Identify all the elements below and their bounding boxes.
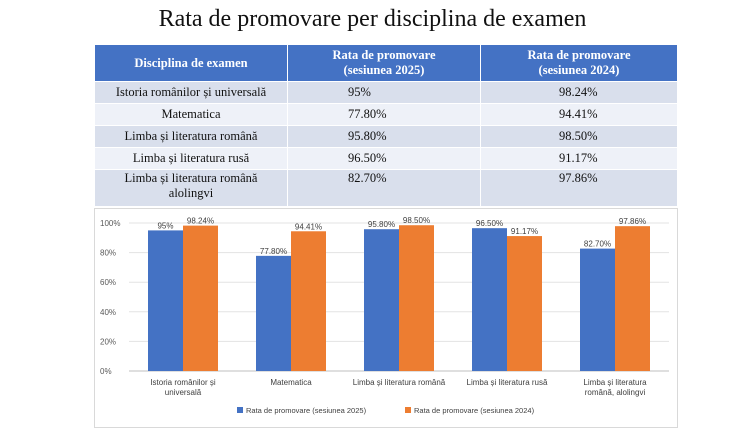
pass-rate-table: Disciplina de examen Rata de promovare (… [94, 44, 678, 207]
data-label: 82.70% [584, 240, 611, 249]
cell-rate-2024: 97.86% [480, 169, 678, 207]
table-row: Limba și literatura română 95.80% 98.50% [94, 125, 678, 148]
data-label: 95% [157, 221, 173, 230]
bar-chart: 0% 20% 40% 60% 80% 100% 95% 98.24% Istoria român… [94, 208, 678, 428]
cell-rate-2024: 98.50% [480, 125, 678, 148]
cell-discipline: Limba și literatura română alolingvi [94, 169, 288, 207]
cell-rate-2025: 95% [287, 81, 481, 104]
x-tick-label: română, alolingvi [585, 388, 646, 397]
data-label: 77.80% [260, 247, 287, 256]
y-tick-label: 40% [100, 308, 116, 317]
discipline-line: Matematica [161, 107, 221, 121]
bar [472, 228, 507, 371]
header-discipline: Disciplina de examen [94, 44, 288, 82]
y-tick-label: 20% [100, 337, 116, 346]
x-tick-label: Matematica [270, 378, 312, 387]
data-label: 98.50% [403, 216, 430, 225]
table-row: Limba și literatura română alolingvi 82.… [94, 169, 678, 207]
y-tick-label: 60% [100, 278, 116, 287]
cell-discipline: Matematica [94, 103, 288, 126]
header-line: Rata de promovare [332, 48, 436, 62]
bar [148, 230, 183, 371]
page-title: Rata de promovare per disciplina de exam… [158, 6, 587, 32]
bar [580, 248, 615, 371]
header-line: (sesiunea 2024) [538, 63, 620, 77]
data-label: 95.80% [368, 220, 395, 229]
bar [364, 229, 399, 371]
header-line: Disciplina de examen [134, 55, 248, 70]
cell-rate-2024: 91.17% [480, 147, 678, 170]
cell-discipline: Istoria românilor și universală [94, 81, 288, 104]
header-line: Rata de promovare [527, 48, 631, 62]
legend-swatch [237, 407, 243, 413]
legend-label: Rata de promovare (sesiunea 2024) [414, 406, 535, 415]
table-row: Istoria românilor și universală 95% 98.2… [94, 81, 678, 104]
cell-rate-2025: 95.80% [287, 125, 481, 148]
x-tick-label: Limba și literatura rusă [467, 378, 548, 387]
bar [291, 231, 326, 371]
x-tick-label: universală [165, 388, 202, 397]
data-label: 94.41% [295, 222, 322, 231]
data-label: 97.86% [619, 217, 646, 226]
cell-rate-2025: 96.50% [287, 147, 481, 170]
data-label: 91.17% [511, 227, 538, 236]
x-tick-label: Limba și literatura română [353, 378, 446, 387]
bar-chart-svg: 0% 20% 40% 60% 80% 100% 95% 98.24% Istoria român… [100, 216, 669, 415]
x-tick-label: Istoria românilor și [150, 378, 216, 387]
discipline-line: Istoria românilor și universală [115, 85, 267, 99]
legend-swatch [405, 407, 411, 413]
bar [183, 225, 218, 371]
bar [507, 236, 542, 371]
header-line: (sesiunea 2025) [343, 63, 425, 77]
header-rate-2024: Rata de promovare (sesiunea 2024) [480, 44, 678, 82]
bar [256, 255, 291, 371]
cell-rate-2024: 94.41% [480, 103, 678, 126]
legend-label: Rata de promovare (sesiunea 2025) [246, 406, 367, 415]
x-tick-label: Limba și literatura [583, 378, 647, 387]
bar [399, 225, 434, 371]
y-tick-label: 80% [100, 249, 116, 258]
table-header-row: Disciplina de examen Rata de promovare (… [94, 44, 678, 82]
header-rate-2025: Rata de promovare (sesiunea 2025) [287, 44, 481, 82]
discipline-line: Limba și literatura rusă [132, 151, 250, 165]
y-tick-label: 0% [100, 367, 112, 376]
y-tick-label: 100% [100, 219, 120, 228]
discipline-line: Limba și literatura română [124, 171, 258, 185]
discipline-line: Limba și literatura română [124, 129, 258, 143]
cell-rate-2025: 82.70% [287, 169, 481, 207]
discipline-line: alolingvi [168, 186, 214, 200]
data-label: 98.24% [187, 217, 214, 226]
cell-discipline: Limba și literatura rusă [94, 147, 288, 170]
cell-rate-2025: 77.80% [287, 103, 481, 126]
table-row: Limba și literatura rusă 96.50% 91.17% [94, 147, 678, 170]
table-row: Matematica 77.80% 94.41% [94, 103, 678, 126]
cell-rate-2024: 98.24% [480, 81, 678, 104]
bar [615, 226, 650, 371]
data-label: 96.50% [476, 219, 503, 228]
cell-discipline: Limba și literatura română [94, 125, 288, 148]
